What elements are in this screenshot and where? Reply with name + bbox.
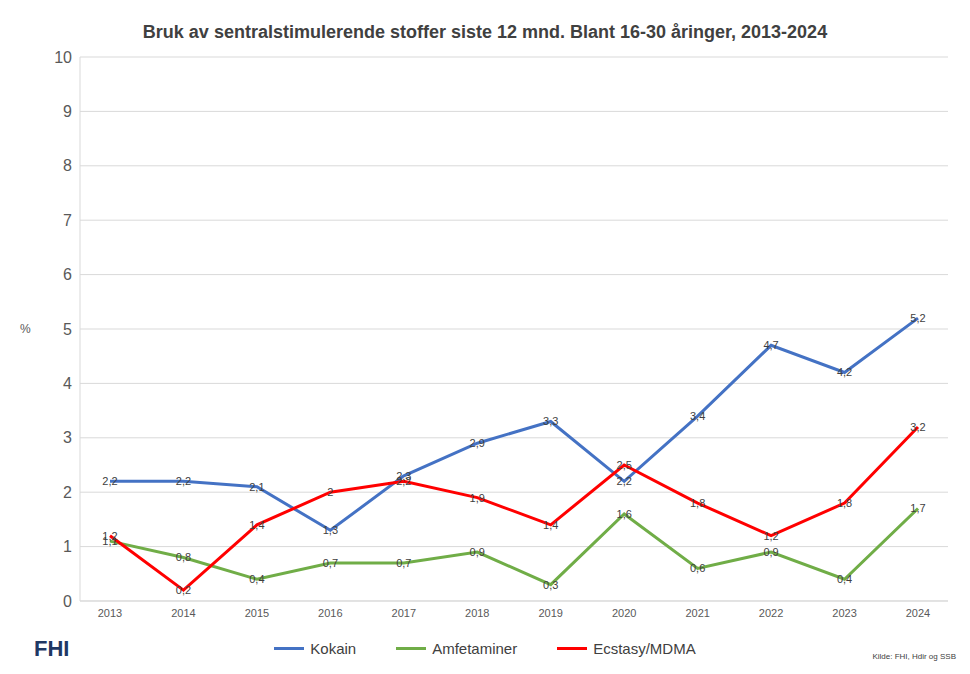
svg-text:2013: 2013 bbox=[98, 607, 122, 619]
svg-text:2,5: 2,5 bbox=[617, 459, 632, 471]
svg-text:2022: 2022 bbox=[759, 607, 783, 619]
svg-text:1,8: 1,8 bbox=[837, 497, 852, 509]
svg-text:2: 2 bbox=[63, 484, 72, 501]
html-text:Amfetaminer: Amfetaminer bbox=[432, 640, 518, 657]
svg-text:2021: 2021 bbox=[685, 607, 709, 619]
svg-text:9: 9 bbox=[63, 103, 72, 120]
svg-text:2019: 2019 bbox=[538, 607, 562, 619]
svg-text:0,9: 0,9 bbox=[470, 546, 485, 558]
svg-text:0: 0 bbox=[63, 593, 72, 610]
svg-text:2,2: 2,2 bbox=[102, 475, 117, 487]
svg-text:0,4: 0,4 bbox=[249, 573, 264, 585]
svg-text:0,8: 0,8 bbox=[176, 551, 191, 563]
html-text:Ecstasy/MDMA: Ecstasy/MDMA bbox=[593, 640, 696, 657]
svg-text:1: 1 bbox=[63, 538, 72, 555]
svg-text:1,4: 1,4 bbox=[543, 519, 558, 531]
svg-text:4,7: 4,7 bbox=[763, 339, 778, 351]
svg-text:1,7: 1,7 bbox=[910, 502, 925, 514]
svg-text:4: 4 bbox=[63, 375, 72, 392]
svg-text:1,6: 1,6 bbox=[617, 508, 632, 520]
svg-text:5,2: 5,2 bbox=[910, 312, 925, 324]
svg-text:2015: 2015 bbox=[245, 607, 269, 619]
svg-text:10: 10 bbox=[54, 49, 72, 66]
svg-text:3,3: 3,3 bbox=[543, 415, 558, 427]
svg-text:6: 6 bbox=[63, 266, 72, 283]
svg-text:0,7: 0,7 bbox=[396, 557, 411, 569]
svg-text:3: 3 bbox=[63, 429, 72, 446]
svg-text:2020: 2020 bbox=[612, 607, 636, 619]
svg-text:3,4: 3,4 bbox=[690, 410, 705, 422]
svg-text:2014: 2014 bbox=[171, 607, 195, 619]
svg-text:4,2: 4,2 bbox=[837, 366, 852, 378]
svg-text:1,3: 1,3 bbox=[323, 524, 338, 536]
svg-text:1,4: 1,4 bbox=[249, 519, 264, 531]
html-text:FHI: FHI bbox=[34, 636, 70, 661]
svg-text:0,7: 0,7 bbox=[323, 557, 338, 569]
svg-text:0,4: 0,4 bbox=[837, 573, 852, 585]
svg-text:2,2: 2,2 bbox=[396, 475, 411, 487]
html-text:Kilde: FHI, Hdir og SSB: Kilde: FHI, Hdir og SSB bbox=[872, 652, 956, 661]
svg-text:2016: 2016 bbox=[318, 607, 342, 619]
svg-text:0,6: 0,6 bbox=[690, 562, 705, 574]
svg-text:1,2: 1,2 bbox=[102, 530, 117, 542]
svg-text:2,2: 2,2 bbox=[617, 475, 632, 487]
svg-text:0,2: 0,2 bbox=[176, 584, 191, 596]
svg-text:2018: 2018 bbox=[465, 607, 489, 619]
svg-text:2,2: 2,2 bbox=[176, 475, 191, 487]
svg-text:1,8: 1,8 bbox=[690, 497, 705, 509]
svg-text:5: 5 bbox=[63, 321, 72, 338]
svg-text:2023: 2023 bbox=[832, 607, 856, 619]
svg-text:3,2: 3,2 bbox=[910, 421, 925, 433]
svg-text:2,1: 2,1 bbox=[249, 481, 264, 493]
svg-text:1,2: 1,2 bbox=[763, 530, 778, 542]
svg-text:%: % bbox=[20, 322, 31, 336]
html-text:Kokain: Kokain bbox=[310, 640, 357, 657]
svg-text:2,9: 2,9 bbox=[470, 437, 485, 449]
svg-text:2017: 2017 bbox=[392, 607, 416, 619]
svg-text:8: 8 bbox=[63, 157, 72, 174]
svg-text:2024: 2024 bbox=[906, 607, 930, 619]
svg-text:0,9: 0,9 bbox=[763, 546, 778, 558]
svg-text:7: 7 bbox=[63, 212, 72, 229]
svg-text:1,9: 1,9 bbox=[470, 492, 485, 504]
svg-text:0,3: 0,3 bbox=[543, 579, 558, 591]
svg-text:2: 2 bbox=[327, 486, 333, 498]
html-text:Bruk av sentralstimulerende st: Bruk av sentralstimulerende stoffer sist… bbox=[142, 22, 828, 42]
